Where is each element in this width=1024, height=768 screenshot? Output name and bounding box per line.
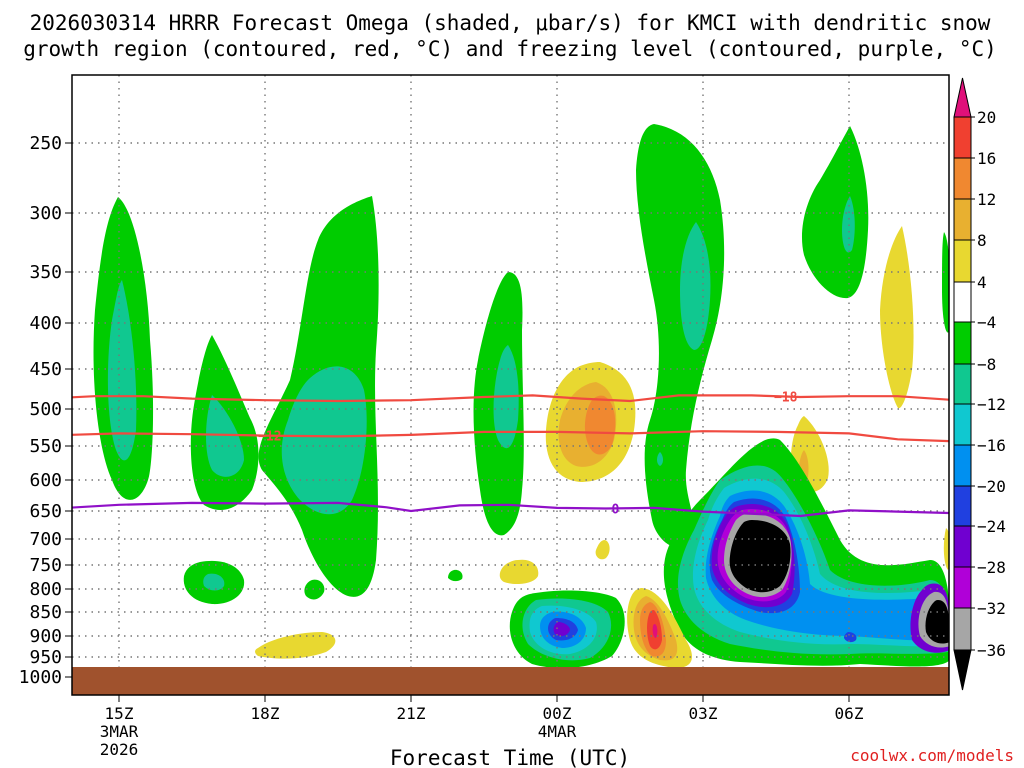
x-tick-label: 21Z bbox=[397, 704, 426, 723]
contour-dgz-minus12 bbox=[72, 430, 949, 443]
x-axis-title: Forecast Time (UTC) bbox=[390, 746, 630, 768]
chart-title-line2: growth region (contoured, red, °C) and f… bbox=[23, 37, 997, 61]
colorbar-bottom-arrow bbox=[953, 649, 972, 691]
x-tick-date: 3MAR bbox=[100, 722, 139, 741]
omega-cell-19z-core bbox=[281, 366, 367, 515]
omega-positive-low-a bbox=[255, 632, 336, 659]
y-tick-label: 550 bbox=[29, 436, 62, 457]
y-tick-label: 300 bbox=[29, 203, 62, 224]
omega-cell-15z-core bbox=[107, 280, 137, 461]
contour-freezing-level-0 bbox=[72, 501, 949, 518]
contour-dgz-minus18 bbox=[72, 394, 949, 403]
colorbar-label: −8 bbox=[977, 355, 996, 374]
y-tick-label: 450 bbox=[29, 359, 62, 380]
y-tick-label: 800 bbox=[29, 579, 62, 600]
y-tick-label: 700 bbox=[29, 529, 62, 550]
omega-cell-small-c bbox=[448, 569, 463, 582]
x-tick-label: 00Z bbox=[543, 704, 572, 723]
omega-shading bbox=[93, 124, 949, 669]
colorbar-label: 12 bbox=[977, 190, 996, 209]
omega-positive-right-edge bbox=[943, 528, 949, 570]
y-tick-label: 850 bbox=[29, 602, 62, 623]
omega-positive-small-b bbox=[595, 540, 610, 560]
y-tick-label: 500 bbox=[29, 399, 62, 420]
x-tick-label: 18Z bbox=[251, 704, 280, 723]
colorbar-label: 4 bbox=[977, 273, 987, 292]
colorbar-swatch bbox=[953, 281, 972, 323]
omega-positive-02z-peak bbox=[652, 624, 658, 638]
colorbar-swatch bbox=[953, 403, 972, 446]
colorbar-label: −28 bbox=[977, 558, 1006, 577]
colorbar-swatch bbox=[953, 198, 972, 241]
omega-low-small-06z bbox=[844, 632, 857, 643]
y-tick-label: 1000 bbox=[19, 667, 62, 688]
colorbar-swatch bbox=[953, 566, 972, 609]
chart-title-line1: 2026030314 HRRR Forecast Omega (shaded, … bbox=[30, 11, 991, 35]
y-tick-label: 400 bbox=[29, 313, 62, 334]
y-tick-label: 900 bbox=[29, 626, 62, 647]
contour-label-dgz-minus12: −12 bbox=[258, 430, 281, 445]
y-tick-label: 650 bbox=[29, 501, 62, 522]
omega-low-big-core bbox=[729, 520, 791, 593]
colorbar-label: −4 bbox=[977, 313, 996, 332]
colorbar-label: 8 bbox=[977, 231, 987, 250]
omega-low-00z-core bbox=[553, 622, 570, 637]
omega-cell-06z-upper-core bbox=[842, 196, 855, 253]
colorbar-label: 20 bbox=[977, 108, 996, 127]
colorbar-swatch bbox=[953, 363, 972, 405]
colorbar-top-arrow bbox=[953, 77, 972, 118]
colorbar-swatch bbox=[953, 525, 972, 568]
omega-cell-right-edge bbox=[942, 232, 949, 333]
colorbar-label: 16 bbox=[977, 149, 996, 168]
colorbar-swatch bbox=[953, 116, 972, 159]
omega-cell-small-d bbox=[652, 420, 669, 483]
y-tick-label: 950 bbox=[29, 647, 62, 668]
colorbar-swatch bbox=[953, 607, 972, 651]
omega-cell-small-a-core bbox=[203, 573, 225, 591]
y-tick-label: 250 bbox=[29, 133, 62, 154]
credit-text: coolwx.com/models bbox=[850, 746, 1014, 765]
contour-label-dgz-minus18: −18 bbox=[774, 391, 798, 406]
omega-positive-small-a bbox=[499, 559, 539, 584]
colorbar-swatch bbox=[953, 321, 972, 365]
colorbar-label: −36 bbox=[977, 641, 1006, 660]
colorbar: 20 16 12 8 4 −4 −8 −12 −16 −20 −24 −28 −32 −36 bbox=[953, 77, 1006, 691]
omega-cell-small-b bbox=[304, 579, 325, 600]
colorbar-label: −12 bbox=[977, 395, 1006, 414]
y-tick-label: 600 bbox=[29, 470, 62, 491]
x-tick-year: 2026 bbox=[100, 740, 139, 759]
omega-positive-00z-core bbox=[584, 395, 616, 455]
contour-label-freezing-level-0: 0 bbox=[611, 502, 619, 517]
omega-low-right-core bbox=[925, 600, 949, 644]
ground-surface bbox=[72, 667, 949, 695]
x-tick-label: 15Z bbox=[105, 704, 134, 723]
x-tick-date: 4MAR bbox=[538, 722, 577, 741]
omega-cell-02z-core bbox=[680, 222, 711, 350]
colorbar-swatch bbox=[953, 444, 972, 487]
plot-frame bbox=[71, 74, 950, 696]
x-tick-label: 03Z bbox=[689, 704, 718, 723]
colorbar-label: −24 bbox=[977, 517, 1006, 536]
omega-cell-06z-upper bbox=[801, 126, 869, 299]
y-tick-label: 750 bbox=[29, 555, 62, 576]
colorbar-swatch bbox=[953, 239, 972, 283]
omega-cell-small-d-core bbox=[657, 452, 663, 466]
colorbar-label: −32 bbox=[977, 599, 1006, 618]
contour-lines: −18 −12 0 bbox=[72, 391, 949, 518]
colorbar-swatch bbox=[953, 157, 972, 200]
colorbar-label: −16 bbox=[977, 436, 1006, 455]
x-tick-label: 06Z bbox=[835, 704, 864, 723]
colorbar-swatch bbox=[953, 485, 972, 527]
colorbar-label: −20 bbox=[977, 477, 1006, 496]
y-tick-label: 350 bbox=[29, 262, 62, 283]
